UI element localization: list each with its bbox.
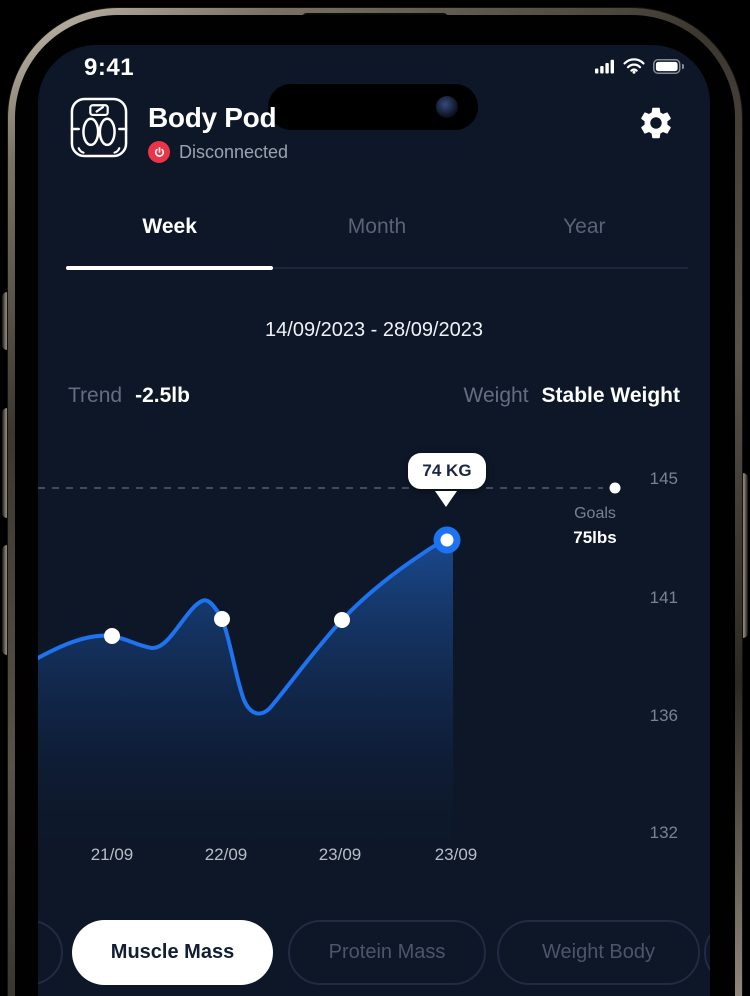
tab-year[interactable]: Year — [563, 215, 606, 238]
data-point[interactable] — [104, 628, 120, 644]
battery-full-icon — [653, 58, 684, 74]
weight-group: Weight Stable Weight — [464, 384, 680, 408]
status-bar-icons — [595, 58, 684, 74]
data-point[interactable] — [214, 611, 230, 627]
action-button — [2, 292, 11, 350]
x-label: 23/09 — [318, 845, 362, 864]
x-label: 22/09 — [204, 845, 248, 864]
y-tick: 132 — [649, 823, 678, 842]
power-icon — [154, 146, 164, 157]
y-tick: 136 — [649, 706, 678, 725]
period-tabs: Week Month Year — [66, 215, 688, 239]
trend-group: Trend -2.5lb — [68, 384, 190, 408]
wifi-icon — [623, 58, 645, 74]
tab-month[interactable]: Month — [347, 215, 407, 238]
phone-screen: 9:41 — [38, 45, 710, 996]
connection-status-label: Disconnected — [179, 141, 289, 162]
connection-status[interactable]: Disconnected — [148, 141, 288, 163]
data-point[interactable] — [334, 612, 350, 628]
chip-muscle-mass[interactable]: Muscle Mass — [72, 920, 273, 985]
gear-icon[interactable] — [637, 104, 675, 142]
weight-chart[interactable] — [38, 440, 710, 880]
trend-value: -2.5lb — [135, 384, 190, 407]
chip-partial-left[interactable] — [38, 920, 63, 985]
chip-partial-right[interactable] — [704, 920, 710, 985]
tab-week[interactable]: Week — [142, 215, 197, 238]
goal-marker-dot — [609, 482, 621, 494]
power-side-button — [739, 473, 748, 638]
selected-data-point-core — [440, 533, 454, 547]
phone-frame: 9:41 — [8, 8, 742, 996]
status-bar-time: 9:41 — [84, 54, 135, 81]
connection-status-badge — [148, 141, 170, 163]
tab-divider — [66, 267, 688, 269]
y-tick: 141 — [649, 588, 678, 607]
weight-value: Stable Weight — [541, 384, 680, 407]
goals-label: Goals — [574, 505, 616, 522]
app-title: Body Pod — [148, 102, 277, 133]
x-label: 21/09 — [90, 845, 134, 864]
x-label: 23/09 — [434, 845, 478, 864]
front-camera — [436, 96, 458, 118]
weight-label: Weight — [463, 384, 529, 407]
cellular-signal-icon — [595, 59, 614, 73]
chart-line — [38, 538, 449, 716]
body-scale-icon — [70, 97, 128, 158]
value-tooltip: 74 KG — [408, 453, 486, 489]
date-range: 14/09/2023 - 28/09/2023 — [265, 319, 483, 341]
chip-weight-body[interactable]: Weight Body — [497, 920, 700, 985]
volume-down-button — [2, 545, 11, 655]
chip-protein-mass[interactable]: Protein Mass — [288, 920, 486, 985]
summary-row: Trend -2.5lb Weight Stable Weight — [68, 384, 680, 408]
trend-label: Trend — [68, 384, 123, 407]
tab-active-underline — [66, 266, 273, 270]
y-tick: 145 — [649, 469, 678, 488]
dynamic-island — [268, 84, 478, 130]
volume-up-button — [2, 408, 11, 518]
tooltip-arrow-icon — [435, 491, 457, 507]
goals-value: 75lbs — [573, 528, 617, 547]
